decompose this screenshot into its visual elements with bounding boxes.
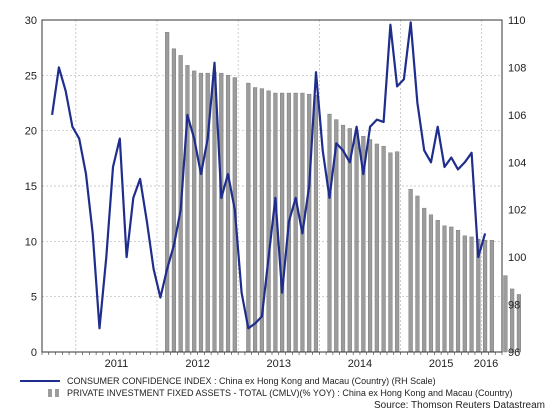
- bar-2013-12: [313, 95, 319, 353]
- bar-2015-09: [455, 230, 461, 353]
- bar-2015-07: [442, 225, 447, 353]
- bar-2016-01: [483, 240, 488, 353]
- y-right-tick-label: 110: [508, 15, 526, 27]
- bar-2012-06: [192, 70, 197, 353]
- x-tick-label: 2016: [474, 358, 498, 370]
- bar-2014-02: [327, 113, 332, 353]
- legend-bar-marker-1: [48, 389, 52, 397]
- bar-2014-11: [388, 152, 393, 353]
- x-tick-label: 2014: [348, 358, 372, 370]
- bar-2014-12: [395, 151, 400, 353]
- legend-bar-marker-2: [55, 389, 59, 397]
- bar-2013-07: [280, 92, 285, 353]
- bar-2014-08: [368, 139, 373, 353]
- y-left-tick-label: 5: [31, 292, 37, 304]
- y-left-tick-label: 15: [25, 181, 37, 193]
- y-right-tick-label: 108: [508, 62, 526, 74]
- axes-layer: 0 5 10 15 20 25 30 96 98 100 102 104 106 108 110 2011 20…: [25, 15, 527, 370]
- bar-2015-08: [449, 226, 454, 353]
- y-right-tick-label: 98: [508, 300, 520, 312]
- y-right-tick-label: 100: [508, 252, 526, 264]
- bar-2015-03: [415, 195, 420, 353]
- source-note: Source: Thomson Reuters Datastream: [374, 400, 545, 411]
- bar-2012-05: [185, 65, 190, 353]
- bar-2014-04: [340, 124, 346, 353]
- bar-2012-09: [212, 71, 217, 353]
- y-left-tick-label: 25: [25, 70, 37, 82]
- bar-2015-11: [469, 236, 474, 353]
- bar-2013-03: [253, 87, 258, 353]
- bar-2015-10: [462, 235, 467, 353]
- bar-2012-11: [225, 75, 231, 353]
- y-right-tick-label: 104: [508, 157, 526, 169]
- bar-2013-02: [246, 82, 251, 353]
- line-layer: [51, 21, 487, 330]
- legend-label-private-investment: PRIVATE INVESTMENT FIXED ASSETS - TOTAL …: [67, 388, 512, 398]
- bar-2015-06: [435, 220, 440, 353]
- bar-2012-07: [198, 72, 204, 353]
- y-left-tick-label: 30: [25, 15, 37, 27]
- y-left-tick-label: 10: [25, 236, 37, 248]
- y-left-tick-label: 20: [25, 126, 37, 138]
- bar-2015-04: [422, 207, 427, 353]
- y-right-tick-label: 106: [508, 110, 526, 122]
- legend-label-consumer-confidence: CONSUMER CONFIDENCE INDEX : China ex Hon…: [67, 376, 436, 386]
- bar-2014-09: [374, 143, 379, 353]
- bar-2013-05: [266, 90, 271, 353]
- bar-2014-10: [381, 145, 386, 353]
- bar-2016-06: [516, 294, 521, 353]
- bar-2012-02: [165, 31, 170, 353]
- x-tick-label: 2012: [185, 358, 209, 370]
- bar-2015-05: [428, 214, 434, 353]
- bar-2014-06: [354, 130, 359, 353]
- bar-2012-03: [171, 48, 176, 353]
- x-tick-label: 2011: [105, 358, 129, 370]
- consumer-confidence-line: [51, 21, 487, 330]
- x-tick-label: 2013: [267, 358, 291, 370]
- bar-2012-10: [219, 72, 224, 353]
- y-right-tick-label: 102: [508, 205, 526, 217]
- bar-2013-09: [293, 92, 298, 353]
- y-left-tick-label: 0: [31, 347, 37, 359]
- bar-2016-04: [503, 275, 508, 353]
- bar-2015-02: [408, 189, 413, 353]
- legend-layer: CONSUMER CONFIDENCE INDEX : China ex Hon…: [20, 376, 545, 411]
- bar-2016-02: [489, 240, 494, 353]
- x-tick-label: 2015: [429, 358, 453, 370]
- bar-2013-11: [307, 93, 312, 353]
- y-right-tick-label: 96: [508, 347, 520, 359]
- bar-2016-05: [510, 288, 515, 353]
